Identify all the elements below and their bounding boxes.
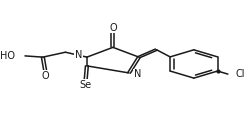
Text: HO: HO (0, 51, 16, 61)
Text: Cl: Cl (234, 69, 243, 79)
Text: N: N (133, 69, 140, 79)
Text: Se: Se (79, 80, 92, 90)
Text: O: O (109, 23, 116, 33)
Text: N: N (74, 50, 82, 60)
Text: O: O (41, 71, 49, 81)
